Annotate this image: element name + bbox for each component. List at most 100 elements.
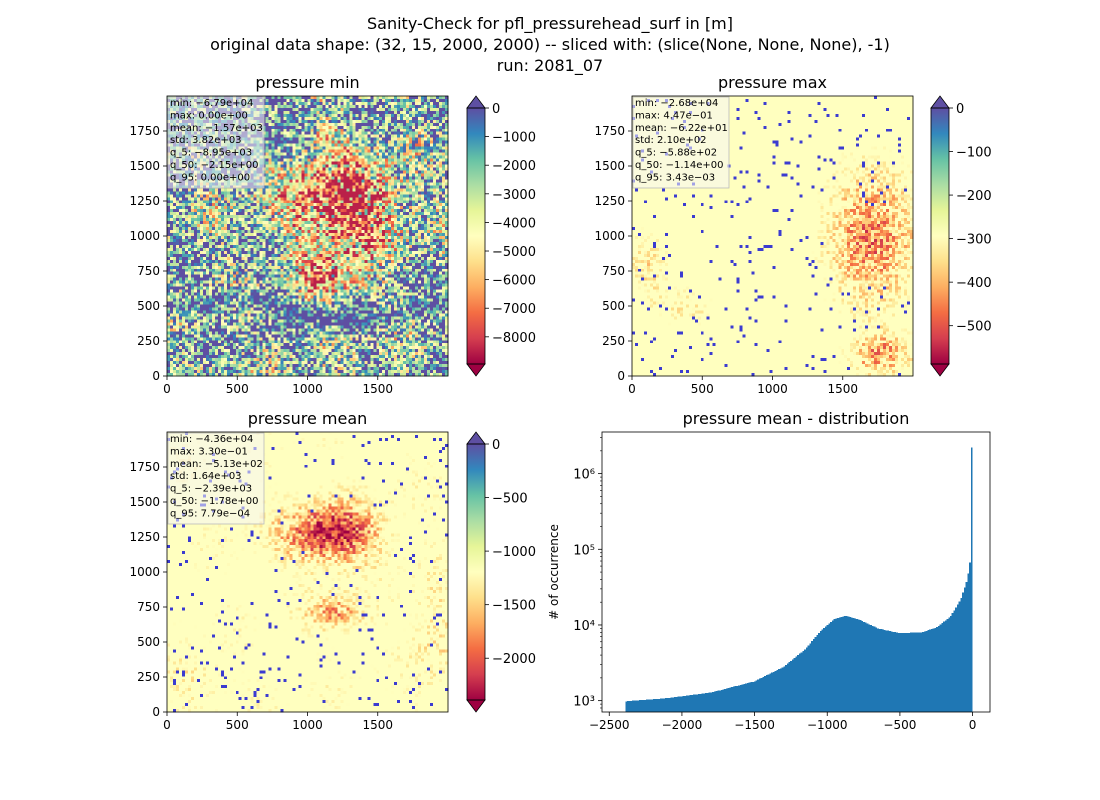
heatmap-cell xyxy=(370,248,373,251)
heatmap-cell xyxy=(305,114,308,117)
heatmap-cell xyxy=(385,185,388,188)
heatmap-cell xyxy=(188,212,191,215)
heatmap-cell xyxy=(418,182,421,185)
heatmap-cell xyxy=(388,194,391,197)
heatmap-cell xyxy=(293,203,296,206)
heatmap-cell xyxy=(415,188,418,191)
heatmap-cell xyxy=(293,176,296,179)
heatmap-cell xyxy=(355,126,358,129)
heatmap-cell xyxy=(415,239,418,242)
heatmap-cell xyxy=(299,239,302,242)
heatmap-cell xyxy=(391,96,394,99)
heatmap-cell xyxy=(376,230,379,233)
heatmap-cell xyxy=(185,251,188,254)
heatmap-cell xyxy=(328,197,331,200)
heatmap-cell xyxy=(382,182,385,185)
heatmap-cell xyxy=(272,185,275,188)
heatmap-cell xyxy=(284,221,287,224)
heatmap-cell xyxy=(176,224,179,227)
heatmap-cell xyxy=(230,248,233,251)
heatmap-cell xyxy=(266,197,269,200)
heatmap-cell xyxy=(433,99,436,102)
heatmap-cell xyxy=(328,182,331,185)
heatmap-cell xyxy=(364,173,367,176)
heatmap-cell xyxy=(197,245,200,248)
heatmap-cell xyxy=(442,248,445,251)
heatmap-cell xyxy=(254,203,257,206)
heatmap-cell xyxy=(373,245,376,248)
heatmap-cell xyxy=(266,191,269,194)
heatmap-cell xyxy=(355,102,358,105)
heatmap-cell xyxy=(403,245,406,248)
heatmap-cell xyxy=(215,197,218,200)
heatmap-cell xyxy=(373,129,376,132)
heatmap-cell xyxy=(275,147,278,150)
heatmap-cell xyxy=(409,102,412,105)
heatmap-cell xyxy=(328,191,331,194)
heatmap-cell xyxy=(442,176,445,179)
heatmap-cell xyxy=(254,224,257,227)
heatmap-cell xyxy=(278,215,281,218)
heatmap-cell xyxy=(248,245,251,248)
heatmap-cell xyxy=(361,117,364,120)
heatmap-cell xyxy=(409,224,412,227)
heatmap-cell xyxy=(340,194,343,197)
heatmap-cell xyxy=(376,200,379,203)
heatmap-cell xyxy=(328,227,331,230)
heatmap-cell xyxy=(379,167,382,170)
heatmap-cell xyxy=(269,251,272,254)
heatmap-cell xyxy=(382,197,385,200)
heatmap-cell xyxy=(176,194,179,197)
heatmap-cell xyxy=(203,230,206,233)
heatmap-cell xyxy=(194,209,197,212)
heatmap-cell xyxy=(340,218,343,221)
heatmap-cell xyxy=(167,239,170,242)
heatmap-cell xyxy=(325,135,328,138)
heatmap-cell xyxy=(352,135,355,138)
heatmap-cell xyxy=(316,188,319,191)
heatmap-cell xyxy=(334,159,337,162)
heatmap-cell xyxy=(245,245,248,248)
heatmap-cell xyxy=(382,141,385,144)
heatmap-cell xyxy=(379,111,382,114)
heatmap-cell xyxy=(340,191,343,194)
heatmap-cell xyxy=(406,99,409,102)
heatmap-cell xyxy=(305,218,308,221)
heatmap-cell xyxy=(197,248,200,251)
heatmap-cell xyxy=(436,200,439,203)
heatmap-cell xyxy=(343,182,346,185)
heatmap-cell xyxy=(224,227,227,230)
heatmap-cell xyxy=(367,236,370,239)
heatmap-cell xyxy=(245,251,248,254)
heatmap-cell xyxy=(272,194,275,197)
heatmap-cell xyxy=(293,135,296,138)
heatmap-cell xyxy=(281,153,284,156)
heatmap-cell xyxy=(436,221,439,224)
heatmap-cell xyxy=(305,165,308,168)
heatmap-cell xyxy=(167,248,170,251)
heatmap-cell xyxy=(361,153,364,156)
heatmap-cell xyxy=(424,153,427,156)
heatmap-cell xyxy=(415,120,418,123)
heatmap-cell xyxy=(263,227,266,230)
heatmap-cell xyxy=(313,176,316,179)
heatmap-cell xyxy=(272,117,275,120)
heatmap-cell xyxy=(188,233,191,236)
heatmap-cell xyxy=(409,215,412,218)
heatmap-cell xyxy=(385,170,388,173)
heatmap-cell xyxy=(388,221,391,224)
heatmap-cell xyxy=(367,215,370,218)
heatmap-cell xyxy=(340,215,343,218)
heatmap-cell xyxy=(343,209,346,212)
heatmap-cell xyxy=(334,194,337,197)
heatmap-cell xyxy=(349,165,352,168)
heatmap-cell xyxy=(313,248,316,251)
heatmap-cell xyxy=(293,215,296,218)
heatmap-cell xyxy=(245,203,248,206)
heatmap-cell xyxy=(251,200,254,203)
heatmap-cell xyxy=(310,114,313,117)
heatmap-cell xyxy=(358,147,361,150)
heatmap-cell xyxy=(260,203,263,206)
heatmap-cell xyxy=(433,170,436,173)
heatmap-cell xyxy=(349,144,352,147)
